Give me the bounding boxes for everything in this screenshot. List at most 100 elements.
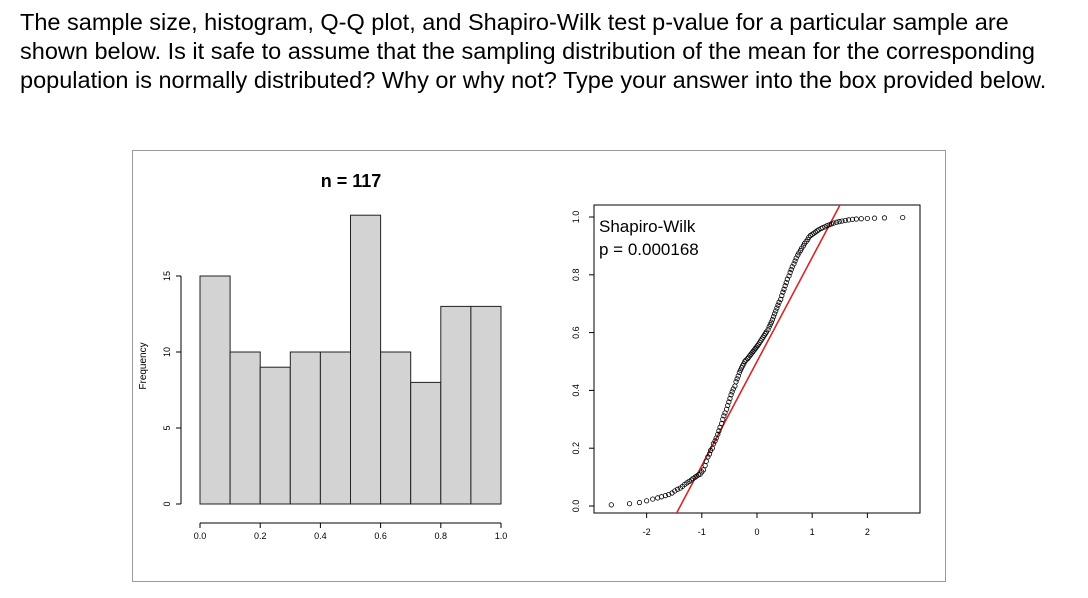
qq-point — [726, 399, 732, 405]
histogram-y-tick-label: 0 — [162, 501, 172, 506]
histogram-bar — [440, 305, 472, 505]
qq-point — [735, 373, 741, 379]
histogram-bar — [229, 351, 261, 505]
qq-x-tick-label: -2 — [643, 527, 651, 537]
qq-point — [672, 488, 678, 494]
qq-point — [776, 299, 782, 305]
qq-point — [842, 217, 848, 224]
histogram-bar — [199, 275, 231, 505]
qq-point — [768, 319, 774, 325]
qq-point — [849, 216, 856, 222]
qq-point — [780, 289, 786, 295]
qq-point — [787, 269, 793, 276]
histogram-x-tick-label: 1.0 — [495, 531, 508, 541]
qq-x-tick-label: -1 — [698, 527, 706, 537]
qq-point — [650, 496, 656, 502]
qq-point — [786, 273, 792, 279]
chart-figure: 0.0 0.2 0.4 0.6 0.8 1.0 0 5 10 15 Frequency n = 117… — [132, 150, 946, 582]
qq-point — [788, 266, 794, 273]
qq-y-tick-label: 0.2 — [571, 442, 581, 455]
qq-x-tick-label: 1 — [810, 527, 815, 537]
qq-point — [728, 392, 734, 398]
qq-point — [688, 477, 694, 483]
qq-point — [716, 428, 722, 434]
histogram-bar — [470, 305, 502, 505]
histogram-x-tick-label: 0.8 — [435, 531, 448, 541]
qq-legend-line-2: p = 0.000168 — [599, 240, 699, 259]
qq-x-tick-label: 0 — [754, 527, 759, 537]
qq-point — [858, 216, 864, 222]
histogram-bar — [319, 351, 351, 505]
qq-point — [774, 305, 780, 311]
histogram-bar — [259, 366, 291, 505]
histogram-y-tick-label: 5 — [162, 425, 172, 430]
qq-point — [712, 438, 718, 444]
qq-point — [721, 413, 727, 419]
qq-x-tick-label: 2 — [865, 527, 870, 537]
qq-point — [626, 501, 633, 507]
qq-point — [666, 491, 672, 498]
histogram-x-tick-label: 0.6 — [374, 531, 387, 541]
histogram-x-tick-label: 0.2 — [254, 531, 267, 541]
qq-reference-line — [675, 205, 841, 513]
histogram-title: n = 117 — [321, 171, 382, 191]
qq-point — [793, 255, 799, 261]
qq-point — [674, 486, 681, 492]
qq-point — [705, 454, 711, 460]
qq-y-tick-label: 1.0 — [571, 211, 581, 224]
qq-point — [706, 451, 713, 457]
qq-point — [789, 264, 795, 270]
qq-point — [775, 302, 781, 308]
qq-point — [839, 218, 845, 224]
qq-point — [806, 234, 812, 240]
qq-point — [700, 467, 707, 473]
histogram-x-tick-label: 0.4 — [314, 531, 327, 541]
qq-point — [864, 215, 870, 222]
qq-point — [734, 376, 740, 382]
qq-point — [765, 327, 771, 333]
qq-point — [725, 402, 731, 409]
qq-y-tick-label: 0.8 — [571, 269, 581, 282]
qq-point — [781, 286, 787, 292]
qq-point — [772, 311, 778, 317]
question-text: The sample size, histogram, Q-Q plot, an… — [20, 9, 1047, 93]
qq-y-tick-label: 0.6 — [571, 326, 581, 339]
histogram-bar — [350, 214, 382, 505]
qq-point — [710, 441, 717, 447]
qq-point — [720, 416, 726, 422]
qq-point — [743, 357, 749, 363]
qq-point — [608, 502, 614, 508]
qq-point — [871, 215, 878, 221]
qq-point — [769, 316, 776, 323]
qq-point — [846, 217, 852, 223]
qq-point — [836, 219, 842, 225]
qq-point — [742, 358, 748, 365]
qq-point — [733, 379, 739, 385]
histogram-bar — [380, 351, 412, 505]
qq-point — [791, 261, 797, 267]
qq-point — [715, 431, 721, 437]
qq-point — [773, 308, 779, 314]
qq-point — [702, 462, 708, 469]
qq-point — [900, 214, 906, 221]
qq-point — [782, 283, 788, 289]
qq-point — [853, 216, 859, 222]
qq-point — [831, 220, 837, 226]
histogram-y-axis-title: Frequency — [138, 342, 149, 389]
qq-y-tick-label: 0.0 — [571, 500, 581, 513]
histogram-bar — [410, 381, 442, 505]
qq-point — [636, 499, 643, 506]
qq-point — [730, 386, 736, 392]
qq-point — [792, 258, 798, 264]
qq-point — [779, 293, 785, 299]
qq-point — [770, 314, 777, 320]
qq-y-tick-label: 0.4 — [571, 384, 581, 397]
qq-point — [729, 389, 735, 395]
qq-point — [833, 219, 840, 225]
qq-point — [644, 498, 650, 504]
histogram-y-tick-label: 10 — [162, 347, 172, 357]
qq-point — [881, 215, 888, 221]
histogram-x-tick-label: 0.0 — [194, 531, 207, 541]
qq-point — [783, 280, 789, 286]
